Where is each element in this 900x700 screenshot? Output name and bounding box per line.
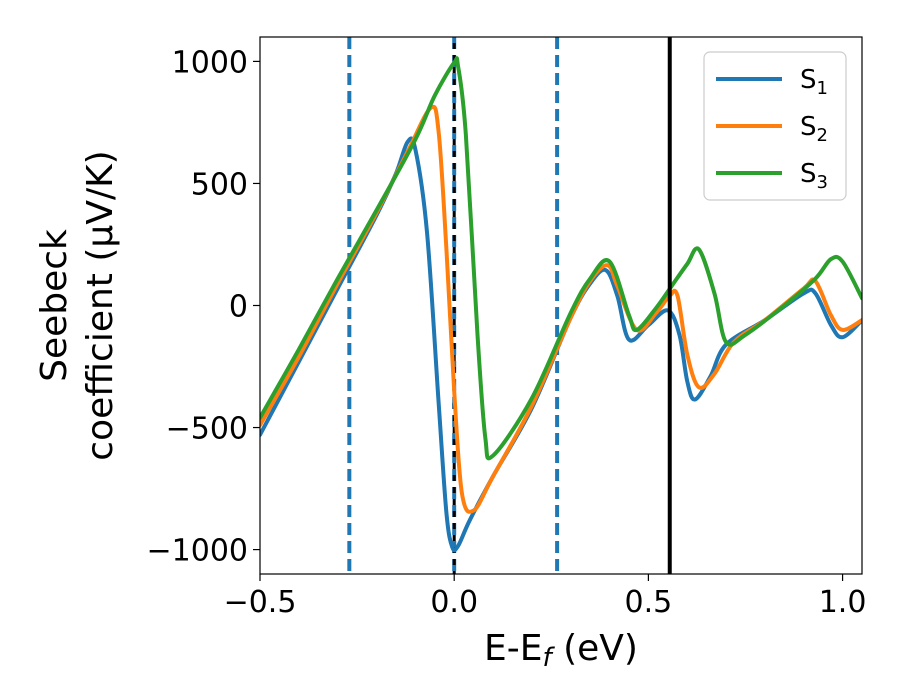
y-tick-label: 1000 [172,45,248,80]
x-tick-label: 0.5 [625,585,673,620]
legend-label-main: S [800,65,817,95]
series-line-s3 [260,56,862,461]
legend-label-s3: S3 [800,159,828,193]
y-tick-label: −500 [166,412,248,447]
plot-area [260,37,862,574]
x-axis-label-unit: (eV) [552,628,638,669]
legend-label-s2: S2 [800,112,828,146]
plot-layer [260,37,862,574]
legend-label-main: S [800,159,817,189]
y-axis-label-line2: coefficient (μV/K) [80,150,121,460]
legend-label-main: S [800,112,817,142]
x-axis-label-main: E-E [484,628,542,669]
y-axis-label-line1: Seebeck [34,229,75,382]
x-tick-label: −0.5 [224,585,297,620]
axes-layer: −0.5 0.0 0.5 1.0 −1000 −500 0 500 1000 E-Ef (eV) S… [34,36,867,673]
legend-label-s1: S1 [800,65,828,99]
x-tick-label: 0.0 [430,585,478,620]
y-tick-label: −1000 [147,534,248,569]
x-tick-label: 1.0 [819,585,867,620]
legend-label-sub: 1 [817,78,828,99]
y-tick-label: 0 [229,290,248,325]
y-tick-label: 500 [191,167,248,202]
legend-label-sub: 2 [817,125,828,146]
legend-label-sub: 3 [817,172,828,193]
x-axis-label: E-Ef (eV) [484,628,638,673]
